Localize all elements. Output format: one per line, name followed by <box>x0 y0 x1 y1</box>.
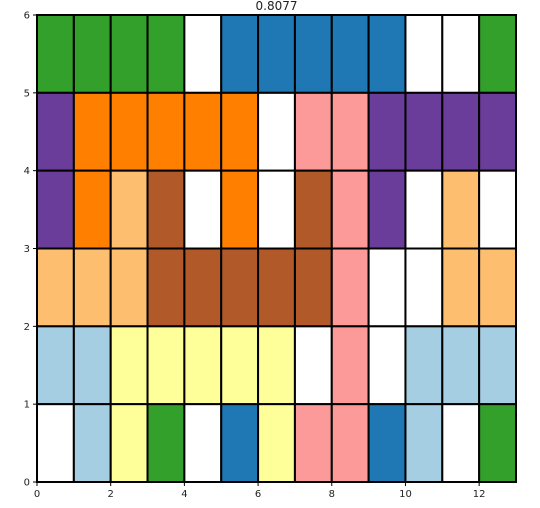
cell-r3-c8 <box>330 169 370 250</box>
cell-r3-c10 <box>404 169 444 250</box>
cell-r2-c9 <box>367 247 407 328</box>
cell-r5-c12 <box>478 14 517 94</box>
x-axis: 0 2 4 6 8 10 12 <box>34 482 486 500</box>
cell-r4-c0 <box>36 91 75 172</box>
x-tick-label: 6 <box>255 489 261 500</box>
cell-r2-c7 <box>293 247 333 328</box>
x-tick-label: 0 <box>34 489 40 500</box>
x-tick-label: 4 <box>181 489 187 500</box>
cell-r5-c0 <box>36 14 75 94</box>
cell-r3-c1 <box>72 169 112 250</box>
cell-r4-c3 <box>146 91 186 172</box>
cell-r1-c12 <box>478 325 517 406</box>
cell-r1-c4 <box>183 325 223 406</box>
cell-r4-c12 <box>478 91 517 172</box>
cell-r5-c7 <box>293 14 333 94</box>
cell-r0-c11 <box>441 403 481 483</box>
cell-r5-c3 <box>146 14 186 94</box>
cell-r3-c11 <box>441 169 481 250</box>
x-tick-label: 2 <box>108 489 114 500</box>
cell-r1-c1 <box>72 325 112 406</box>
cell-r5-c4 <box>183 14 223 94</box>
cell-r1-c2 <box>109 325 149 406</box>
cell-r2-c10 <box>404 247 444 328</box>
x-tick-label: 8 <box>329 489 335 500</box>
cell-r4-c1 <box>72 91 112 172</box>
cell-r2-c6 <box>257 247 296 328</box>
cell-r5-c2 <box>109 14 149 94</box>
cell-r0-c9 <box>367 403 407 483</box>
x-tick-label: 10 <box>399 489 412 500</box>
cell-r1-c5 <box>220 325 260 406</box>
cell-r0-c2 <box>109 403 149 483</box>
cell-r2-c8 <box>330 247 370 328</box>
y-tick-label: 6 <box>24 11 30 22</box>
chart-title: 0.8077 <box>256 0 298 13</box>
cell-r2-c12 <box>478 247 517 328</box>
cell-r2-c2 <box>109 247 149 328</box>
cell-r3-c7 <box>293 169 333 250</box>
cell-r4-c8 <box>330 91 370 172</box>
cell-r3-c5 <box>220 169 260 250</box>
cell-r0-c5 <box>220 403 260 483</box>
cell-r1-c8 <box>330 325 370 406</box>
cell-r1-c3 <box>146 325 186 406</box>
cell-r4-c7 <box>293 91 333 172</box>
y-tick-label: 0 <box>24 478 30 489</box>
cell-r3-c6 <box>257 169 296 250</box>
cell-r2-c11 <box>441 247 481 328</box>
cell-r0-c4 <box>183 403 223 483</box>
cell-r4-c11 <box>441 91 481 172</box>
cell-r0-c10 <box>404 403 444 483</box>
cell-r4-c2 <box>109 91 149 172</box>
cell-r3-c3 <box>146 169 186 250</box>
cell-r1-c0 <box>36 325 75 406</box>
cell-r3-c0 <box>36 169 75 250</box>
cell-r1-c11 <box>441 325 481 406</box>
cell-r5-c11 <box>441 14 481 94</box>
cell-r2-c1 <box>72 247 112 328</box>
cell-r4-c6 <box>257 91 296 172</box>
cell-r5-c9 <box>367 14 407 94</box>
cell-r0-c3 <box>146 403 186 483</box>
cell-r3-c2 <box>109 169 149 250</box>
cell-r0-c0 <box>36 403 75 483</box>
cell-r5-c8 <box>330 14 370 94</box>
y-tick-label: 5 <box>24 88 30 99</box>
y-tick-label: 3 <box>24 244 30 255</box>
y-tick-label: 4 <box>24 166 30 177</box>
cell-r4-c4 <box>183 91 223 172</box>
cell-r2-c0 <box>36 247 75 328</box>
cell-r5-c10 <box>404 14 444 94</box>
cell-r1-c10 <box>404 325 444 406</box>
cell-r5-c1 <box>72 14 112 94</box>
cell-r4-c9 <box>367 91 407 172</box>
cell-grid <box>36 14 517 483</box>
cell-r0-c7 <box>293 403 333 483</box>
cell-r2-c4 <box>183 247 223 328</box>
cell-r4-c5 <box>220 91 260 172</box>
cell-r3-c9 <box>367 169 407 250</box>
cell-r5-c5 <box>220 14 260 94</box>
cell-r5-c6 <box>257 14 296 94</box>
cell-r2-c5 <box>220 247 260 328</box>
cell-r0-c6 <box>257 403 296 483</box>
cell-r1-c7 <box>293 325 333 406</box>
y-tick-label: 2 <box>24 322 30 333</box>
y-tick-label: 1 <box>24 400 30 411</box>
y-axis: 0 1 2 3 4 5 6 <box>24 11 37 489</box>
cell-r0-c1 <box>72 403 112 483</box>
x-tick-label: 12 <box>473 489 486 500</box>
cell-r0-c12 <box>478 403 517 483</box>
cell-r2-c3 <box>146 247 186 328</box>
cell-r3-c4 <box>183 169 223 250</box>
cell-r0-c8 <box>330 403 370 483</box>
cell-r1-c6 <box>257 325 296 406</box>
cell-r4-c10 <box>404 91 444 172</box>
cell-r1-c9 <box>367 325 407 406</box>
cell-r3-c12 <box>478 169 517 250</box>
